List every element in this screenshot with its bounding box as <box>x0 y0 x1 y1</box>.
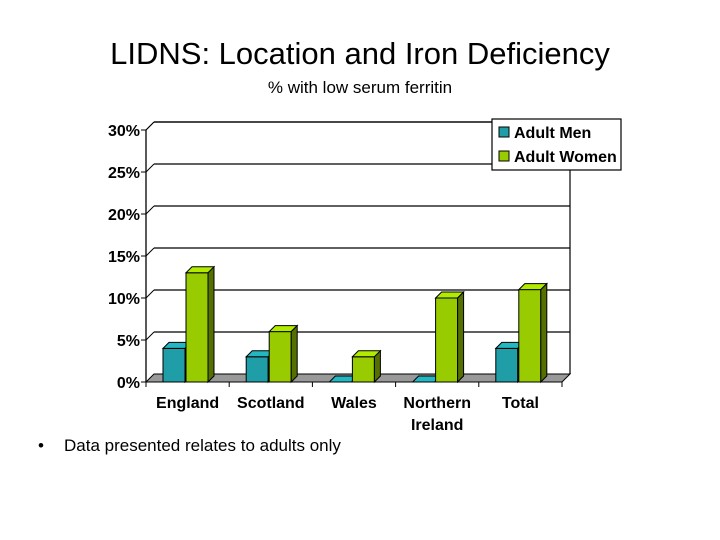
bar-side-adult-women <box>290 324 298 384</box>
legend-swatch <box>498 126 510 138</box>
gridline-depth <box>145 163 155 173</box>
x-tick-label: Northern Ireland <box>403 395 471 434</box>
slide-title: LIDNS: Location and Iron Deficiency <box>110 36 610 71</box>
bar-adult-women <box>185 272 209 383</box>
y-tick-label: 0% <box>117 375 140 392</box>
gridline-depth <box>145 247 155 257</box>
y-tick-label: 5% <box>117 333 140 350</box>
bar-side-adult-women <box>540 282 548 384</box>
y-tick-label: 10% <box>108 291 140 308</box>
bullet-text: Data presented relates to adults only <box>64 436 341 455</box>
x-tick-label: Scotland <box>237 395 305 412</box>
legend-label: Adult Women <box>514 149 617 166</box>
x-tick-label: England <box>156 395 219 412</box>
x-tick-label: Total <box>502 395 539 412</box>
chart-subtitle: % with low serum ferritin <box>267 78 453 97</box>
bar-adult-women <box>435 297 459 383</box>
gridline-depth <box>145 121 155 131</box>
gridline-depth <box>145 331 155 341</box>
bar-adult-women <box>518 289 542 383</box>
bar-adult-men <box>162 347 186 383</box>
bar-side-adult-women <box>207 265 215 384</box>
legend-label: Adult Men <box>514 125 591 142</box>
bar-side-adult-women <box>373 349 381 384</box>
y-tick-label: 15% <box>108 249 140 266</box>
legend <box>491 118 622 171</box>
gridline-depth <box>145 205 155 215</box>
y-tick-label: 25% <box>108 165 140 182</box>
bar-adult-women <box>351 356 375 383</box>
y-tick-label: 30% <box>108 123 140 140</box>
bullet-point: • Data presented relates to adults only <box>38 436 341 456</box>
legend-swatch <box>498 150 510 162</box>
bullet-dot-icon: • <box>38 436 44 455</box>
bar-adult-men <box>245 356 269 383</box>
bar-side-adult-women <box>457 290 465 384</box>
bar-adult-men <box>495 347 519 383</box>
bar-adult-women <box>268 331 292 383</box>
gridline-depth <box>145 289 155 299</box>
x-tick-label: Wales <box>331 395 377 412</box>
y-tick-label: 20% <box>108 207 140 224</box>
